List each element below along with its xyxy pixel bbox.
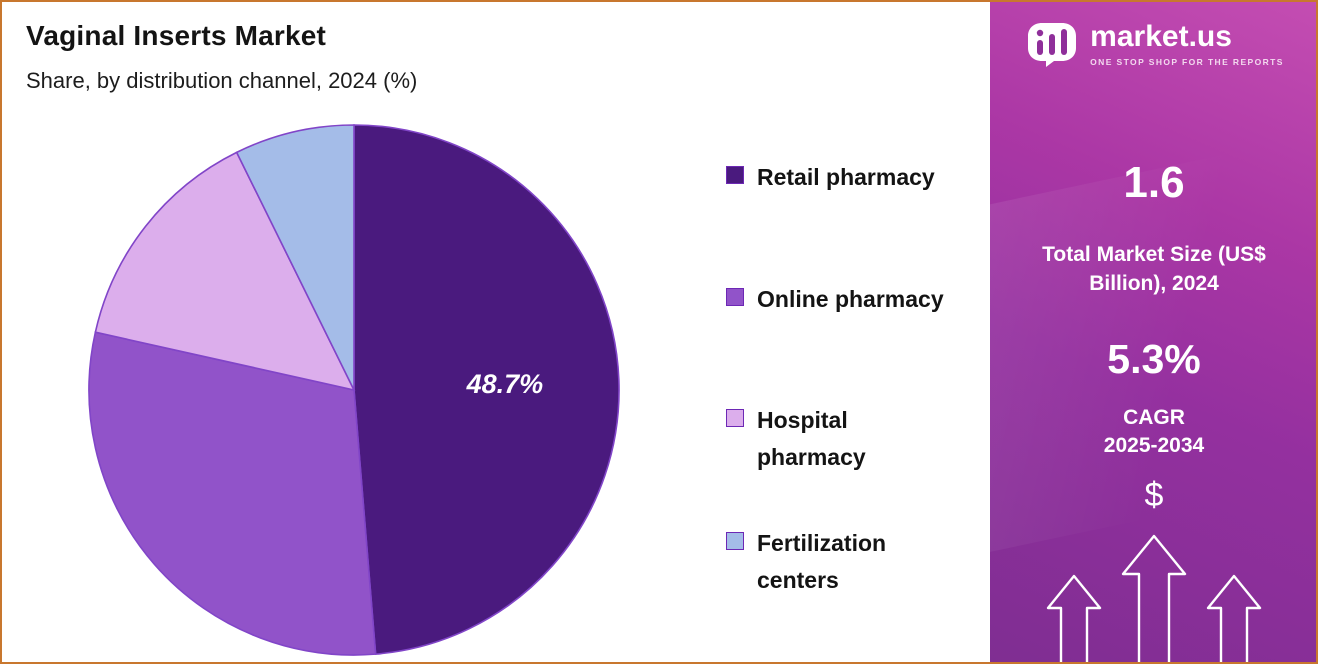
pie-chart: 48.7% <box>88 124 620 656</box>
cagr-period: 2025-2034 <box>1103 434 1205 457</box>
legend-swatch <box>726 409 744 427</box>
pie-slice-3 <box>235 124 355 391</box>
pie-data-label: 48.7% <box>466 369 544 399</box>
growth-arrows-icon <box>1046 534 1262 662</box>
page-subtitle: Share, by distribution channel, 2024 (%) <box>26 68 418 93</box>
legend-item: Online pharmacy <box>726 281 944 318</box>
page-title: Vaginal Inserts Market <box>26 20 327 51</box>
pie-slice-0 <box>353 124 620 655</box>
brand-panel: market.us ONE STOP SHOP FOR THE REPORTS … <box>990 2 1316 662</box>
legend-label: Fertilization centers <box>757 530 887 594</box>
pie-slice-2 <box>94 151 356 392</box>
legend-item: Retail pharmacy <box>726 159 935 196</box>
market-size-label: Total Market Size (US$ Billion), 2024 <box>1042 243 1266 296</box>
legend-label: Online pharmacy <box>757 286 944 312</box>
legend-swatch <box>726 288 744 306</box>
pie-slice-1 <box>88 331 377 656</box>
legend-label: Retail pharmacy <box>757 164 935 190</box>
brand-tagline: ONE STOP SHOP FOR THE REPORTS <box>1090 56 1284 67</box>
cagr-value: 5.3% <box>1107 336 1201 382</box>
market-size-value: 1.6 <box>1123 158 1185 207</box>
brand-name: market.us <box>1090 19 1232 53</box>
legend: Retail pharmacy Online pharmacy Hospital p… <box>726 159 976 629</box>
brand: market.us ONE STOP SHOP FOR THE REPORTS <box>990 19 1316 68</box>
cagr-label: CAGR <box>1123 406 1185 429</box>
legend-swatch <box>726 532 744 550</box>
brand-text: market.us ONE STOP SHOP FOR THE REPORTS <box>1090 19 1284 67</box>
legend-label: Hospital pharmacy <box>757 407 866 471</box>
market-us-logo-icon <box>1028 23 1077 67</box>
legend-item: Fertilization centers <box>726 525 886 600</box>
dollar-icon: $ <box>1144 476 1164 514</box>
legend-swatch <box>726 166 744 184</box>
legend-item: Hospital pharmacy <box>726 402 866 477</box>
